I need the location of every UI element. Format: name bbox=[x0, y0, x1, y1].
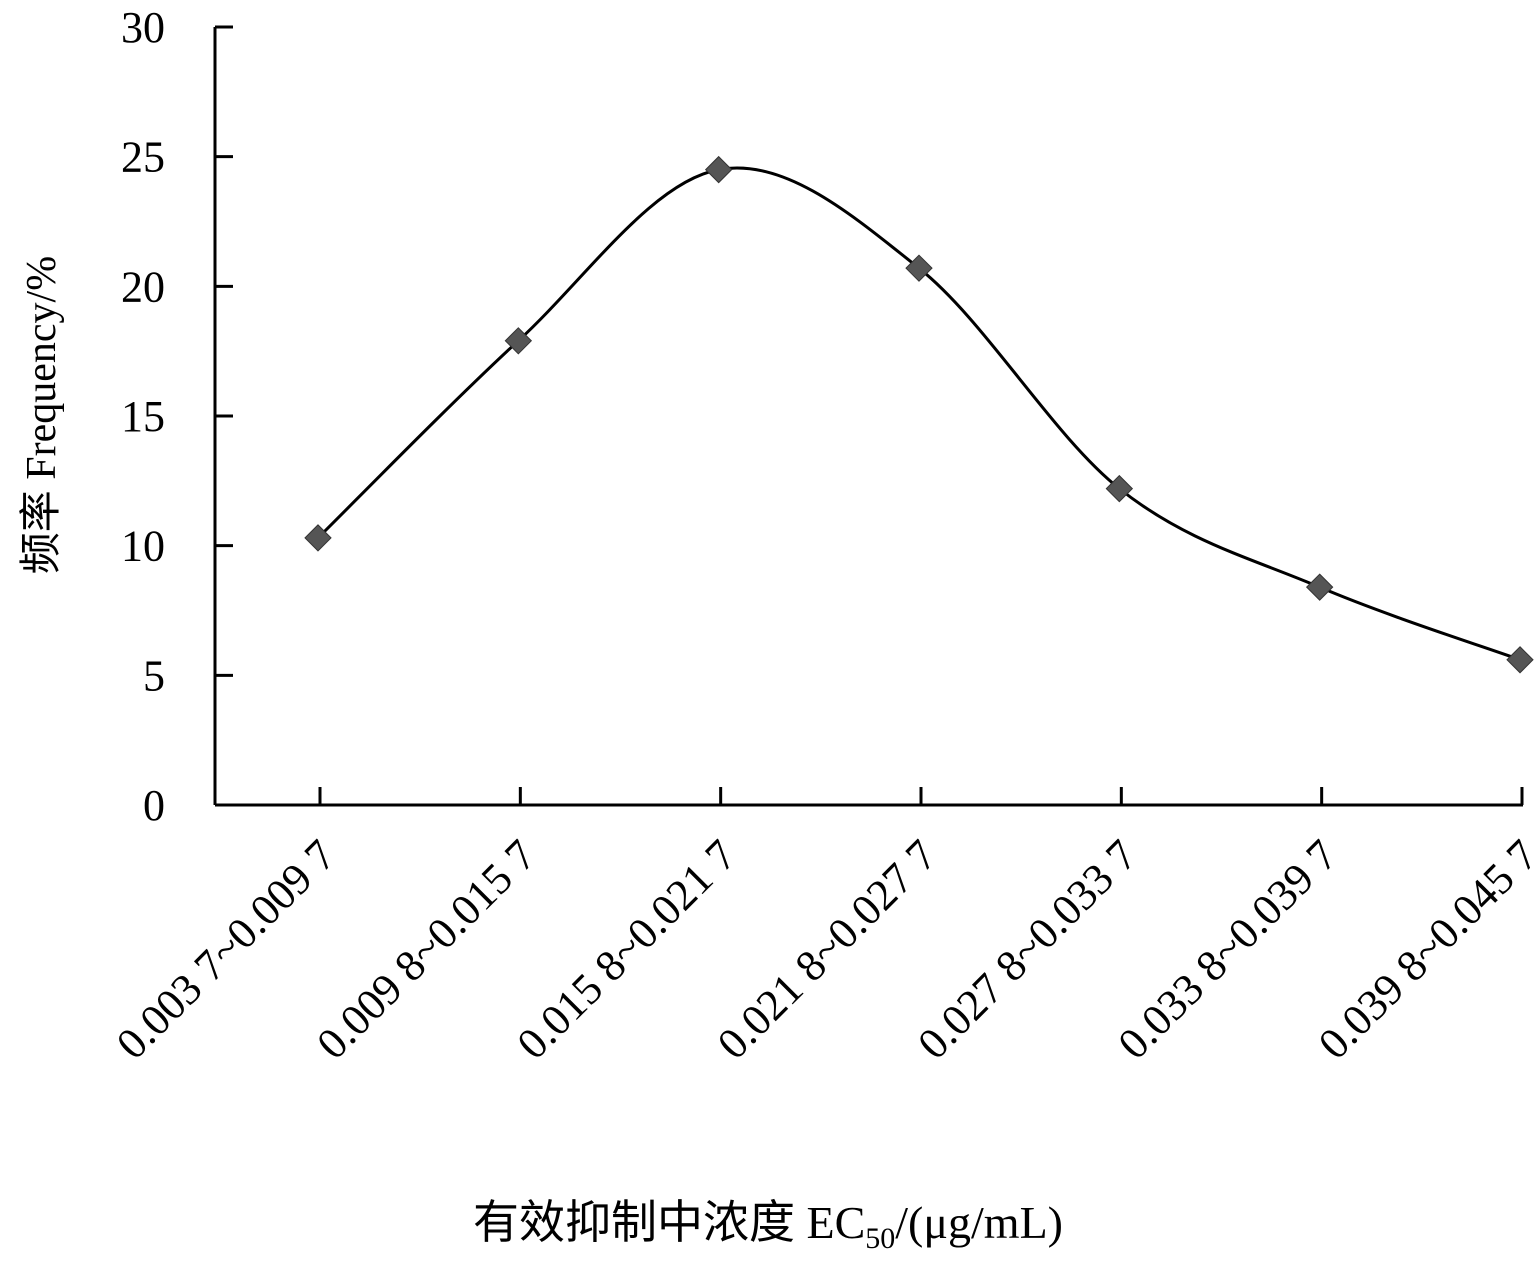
x-tick-labels: 0.003 7~0.009 70.009 8~0.015 70.015 8~0.… bbox=[107, 830, 1535, 1068]
x-axis-title: 有效抑制中浓度 EC50/(μg/mL) bbox=[473, 1197, 1063, 1255]
y-tick-label: 30 bbox=[121, 3, 165, 52]
x-axis-title-prefix: 有效抑制中浓度 EC bbox=[473, 1197, 865, 1248]
data-point-marker bbox=[1105, 474, 1134, 503]
data-point-marker bbox=[304, 524, 332, 552]
y-tick-label: 0 bbox=[143, 781, 165, 830]
y-axis-title: 频率 Frequency/% bbox=[18, 256, 65, 574]
data-point-marker bbox=[704, 155, 733, 184]
y-tick-label: 10 bbox=[121, 522, 165, 571]
y-tick-label: 25 bbox=[121, 133, 165, 182]
data-point-marker bbox=[905, 254, 933, 282]
y-tick-label: 5 bbox=[143, 651, 165, 700]
data-point-marker bbox=[504, 327, 533, 355]
x-axis-ticks bbox=[318, 787, 1524, 805]
data-markers bbox=[304, 155, 1534, 674]
data-point-marker bbox=[1305, 573, 1334, 601]
series-line bbox=[316, 166, 1521, 662]
x-axis-title-subscript: 50 bbox=[865, 1222, 895, 1255]
x-axis-title-suffix: /(μg/mL) bbox=[895, 1197, 1063, 1248]
data-point-marker bbox=[1506, 646, 1534, 674]
y-axis-ticks: 0 5 10 15 20 25 30 bbox=[121, 3, 233, 830]
y-tick-label: 20 bbox=[121, 262, 165, 311]
y-tick-label: 15 bbox=[121, 392, 165, 441]
